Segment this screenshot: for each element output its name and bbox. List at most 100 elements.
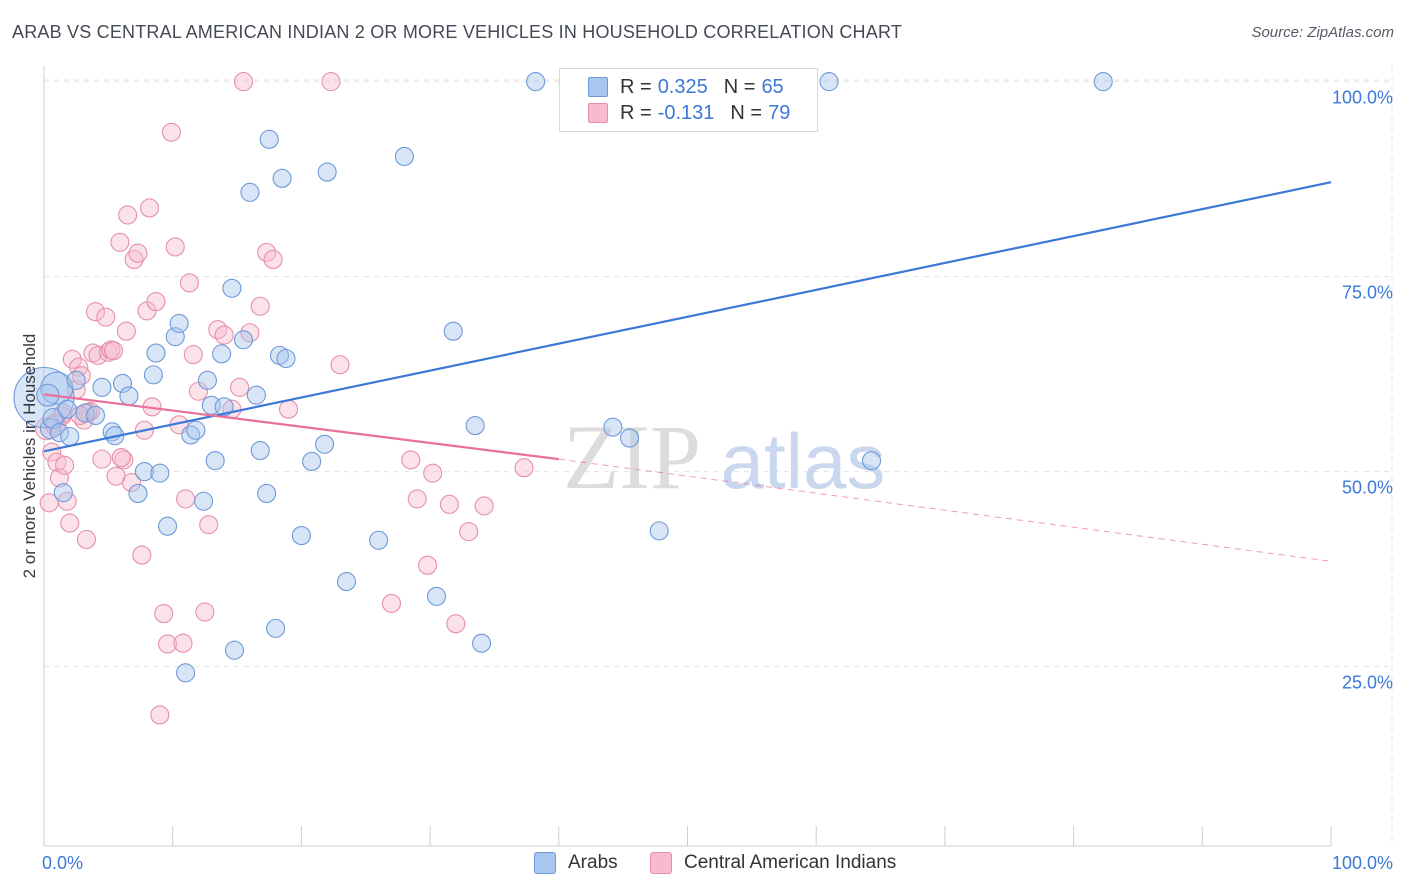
point-arabs xyxy=(259,129,279,149)
point-arabs xyxy=(53,483,73,503)
point-arabs xyxy=(222,278,242,298)
bottom-legend-swatch-central-american-indians xyxy=(650,852,672,874)
point-central-american-indians xyxy=(60,513,80,533)
bottom-legend-central-american-indians: Central American Indians xyxy=(650,852,896,874)
trend-line-extension-central-american-indians xyxy=(558,458,1332,562)
bottom-legend-swatch-arabs xyxy=(534,852,556,874)
point-arabs xyxy=(60,426,80,447)
point-central-american-indians xyxy=(230,377,250,397)
point-central-american-indians xyxy=(150,705,170,725)
point-arabs xyxy=(426,586,447,606)
point-arabs xyxy=(134,462,154,482)
trend-line-arabs xyxy=(43,181,1332,453)
point-central-american-indians xyxy=(514,458,534,478)
point-central-american-indians xyxy=(47,452,67,472)
point-arabs xyxy=(49,423,69,443)
point-central-american-indians xyxy=(401,450,421,470)
bottom-legend-label-central-american-indians: Central American Indians xyxy=(684,852,897,873)
point-arabs xyxy=(819,72,839,92)
point-central-american-indians xyxy=(49,468,69,488)
point-central-american-indians xyxy=(439,494,459,514)
x-tick-label: 0.0% xyxy=(42,853,83,873)
point-arabs xyxy=(336,572,356,592)
point-central-american-indians xyxy=(111,448,131,468)
bottom-legend: Arabs Central American Indians xyxy=(0,852,1406,878)
point-central-american-indians xyxy=(208,320,228,340)
point-arabs xyxy=(224,640,245,660)
watermark-zip: ZIP xyxy=(563,406,701,508)
trend-lines xyxy=(43,181,1332,562)
point-central-american-indians xyxy=(474,496,494,516)
point-central-american-indians xyxy=(278,399,299,419)
point-arabs xyxy=(240,182,260,202)
point-arabs xyxy=(620,428,640,448)
point-central-american-indians xyxy=(446,614,466,634)
point-central-american-indians xyxy=(62,349,82,369)
legend-n-value: 65 xyxy=(761,75,784,98)
point-central-american-indians xyxy=(154,604,174,624)
point-central-american-indians xyxy=(53,403,73,423)
bottom-legend-arabs: Arabs xyxy=(534,852,618,874)
point-arabs xyxy=(302,451,322,472)
y-tick-label: 75.0% xyxy=(1342,283,1393,303)
y-tick-label: 100.0% xyxy=(1332,88,1393,108)
point-central-american-indians xyxy=(165,237,185,257)
correlation-legend: R = 0.325 N = 65 R = -0.131 N = 79 xyxy=(559,68,818,132)
point-arabs xyxy=(169,313,189,333)
point-arabs xyxy=(465,416,485,436)
series-central-american-indians xyxy=(35,72,534,725)
y-tick-label: 25.0% xyxy=(1342,673,1393,693)
point-central-american-indians xyxy=(199,515,219,535)
point-arabs xyxy=(649,521,669,541)
point-central-american-indians xyxy=(417,555,438,575)
point-arabs xyxy=(186,420,206,440)
point-arabs xyxy=(146,343,166,363)
point-arabs xyxy=(205,451,225,471)
point-central-american-indians xyxy=(96,307,116,327)
point-central-american-indians xyxy=(146,292,166,312)
legend-n-value: 79 xyxy=(768,101,791,124)
point-arabs xyxy=(128,483,148,503)
point-arabs xyxy=(276,348,296,369)
point-arabs xyxy=(233,330,254,350)
point-central-american-indians xyxy=(214,325,234,345)
y-tick-label: 50.0% xyxy=(1342,478,1393,498)
legend-r-value: -0.131 xyxy=(657,101,715,124)
point-arabs xyxy=(246,385,266,405)
point-central-american-indians xyxy=(114,450,134,470)
point-central-american-indians xyxy=(179,273,199,293)
point-arabs xyxy=(603,417,623,437)
point-central-american-indians xyxy=(128,243,148,263)
point-central-american-indians xyxy=(195,602,215,622)
point-arabs xyxy=(272,168,292,188)
point-central-american-indians xyxy=(139,198,160,218)
point-central-american-indians xyxy=(250,296,270,316)
point-central-american-indians xyxy=(233,72,254,92)
point-arabs xyxy=(861,451,882,471)
point-central-american-indians xyxy=(132,545,152,565)
legend-row-central-american-indians: R = -0.131 N = 79 xyxy=(560,101,790,125)
point-central-american-indians xyxy=(92,449,112,469)
point-central-american-indians xyxy=(423,463,443,483)
y-axis-label: 2 or more Vehicles in Household xyxy=(20,333,39,579)
point-central-american-indians xyxy=(176,489,196,509)
trend-line-central-american-indians xyxy=(43,393,559,461)
point-central-american-indians xyxy=(55,455,75,475)
point-central-american-indians xyxy=(76,529,97,550)
point-central-american-indians xyxy=(407,489,427,509)
point-central-american-indians xyxy=(110,232,130,252)
point-arabs xyxy=(85,405,106,425)
point-central-american-indians xyxy=(116,321,136,341)
point-arabs xyxy=(1093,72,1113,92)
legend-n-label: N = xyxy=(723,75,756,98)
point-arabs xyxy=(214,397,234,417)
legend-swatch-central-american-indians xyxy=(588,103,608,123)
gridlines xyxy=(44,66,1393,846)
point-central-american-indians xyxy=(121,472,142,493)
point-arabs xyxy=(176,663,196,683)
point-arabs xyxy=(257,483,277,503)
point-central-american-indians xyxy=(173,633,193,653)
watermark: ZIP atlas xyxy=(563,406,885,508)
point-central-american-indians xyxy=(42,442,62,462)
point-central-american-indians xyxy=(321,72,341,92)
